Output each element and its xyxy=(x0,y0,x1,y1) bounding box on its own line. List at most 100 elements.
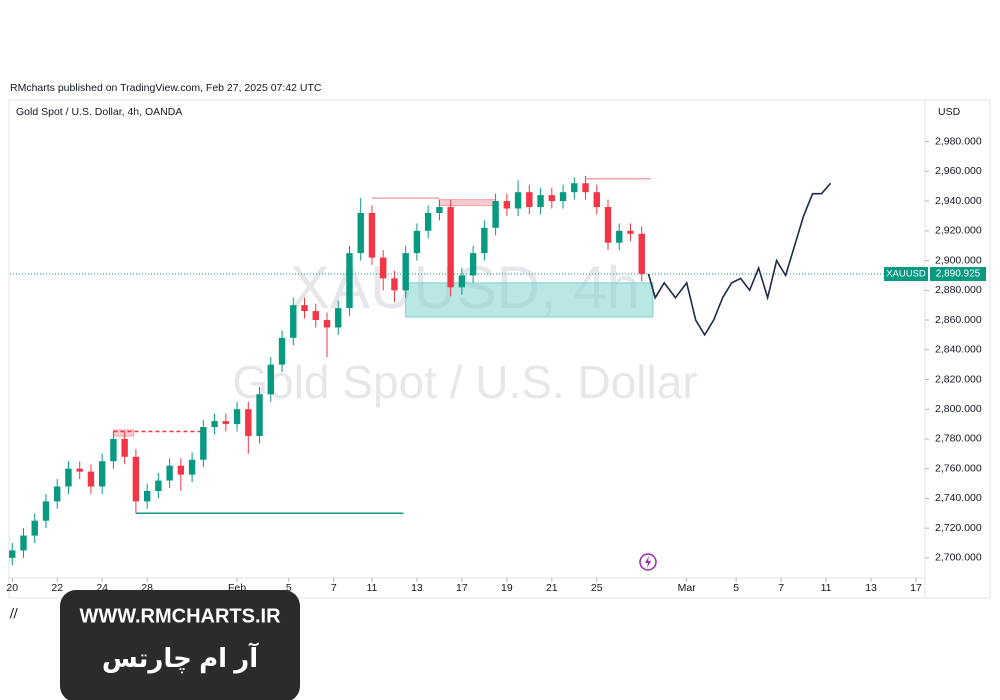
candle-body xyxy=(559,192,567,202)
x-tick-label: 7 xyxy=(331,582,337,594)
overlay-url: WWW.RMCHARTS.IR xyxy=(79,605,281,627)
candle-body xyxy=(98,461,106,487)
candle-body xyxy=(548,195,556,202)
frame xyxy=(8,99,991,599)
price-tag xyxy=(930,267,986,282)
candle-body xyxy=(616,230,623,243)
candle-body xyxy=(492,201,499,228)
candle-body xyxy=(267,364,274,395)
x-tick-label: Feb xyxy=(228,582,246,594)
candle-body xyxy=(9,550,16,558)
candle-body xyxy=(132,456,140,502)
y-tick-label: 2,700.000 xyxy=(935,552,982,564)
candle-body xyxy=(357,212,364,254)
candle-body xyxy=(121,438,128,457)
candle-body xyxy=(143,490,151,502)
candle-body xyxy=(627,230,634,234)
chart-title: Gold Spot / U.S. Dollar, 4h, OANDA xyxy=(16,106,182,118)
candle-body xyxy=(233,409,241,425)
watermark-subtitle: Gold Spot / U.S. Dollar xyxy=(232,356,697,408)
y-tick-label: 2,980.000 xyxy=(935,135,982,147)
candle-body xyxy=(87,471,95,487)
zone xyxy=(405,282,654,318)
candle-body xyxy=(458,275,466,288)
x-tick-label: 24 xyxy=(96,582,108,594)
zone xyxy=(438,199,497,207)
plot xyxy=(9,175,925,566)
y-tick-label: 2,720.000 xyxy=(935,522,982,534)
candle-body xyxy=(571,183,578,193)
event-icon[interactable] xyxy=(639,553,657,571)
y-tick-label: 2,800.000 xyxy=(935,403,982,415)
candle-body xyxy=(110,438,117,462)
publisher: RMcharts published on TradingView.com, F… xyxy=(10,82,322,94)
candle-body xyxy=(200,427,207,460)
symbol-label: XAUUSD xyxy=(886,269,926,280)
candle-body xyxy=(379,257,387,279)
x-tick-label: Mar xyxy=(678,582,697,594)
x-tick-label: 5 xyxy=(733,582,739,594)
y-tick-label: 2,900.000 xyxy=(935,254,982,266)
candle-body xyxy=(436,207,443,213)
y-tick-label: 2,840.000 xyxy=(935,344,982,356)
event-icon-bolt xyxy=(645,556,651,568)
candle-body xyxy=(368,212,376,258)
x-tick-label: 5 xyxy=(286,582,292,594)
candle-body xyxy=(20,535,27,551)
candle-body xyxy=(301,305,308,312)
candle-body xyxy=(65,468,72,487)
x-tick-label: 7 xyxy=(778,582,784,594)
x-tick-label: 11 xyxy=(821,582,832,594)
y-tick-label: 2,760.000 xyxy=(935,462,982,474)
candle-body xyxy=(582,183,589,193)
candle-body xyxy=(188,459,196,475)
y-tick-label: 2,860.000 xyxy=(935,314,982,326)
candle-body xyxy=(514,192,522,209)
x-tick-label: 13 xyxy=(411,582,423,594)
symbol-tag xyxy=(884,267,928,282)
candle-body xyxy=(323,320,331,328)
x-tick-label: 11 xyxy=(367,582,378,594)
x-tick-label: 17 xyxy=(910,582,922,594)
candle-body xyxy=(346,253,353,309)
candle-body xyxy=(166,465,173,481)
candle-body xyxy=(256,394,263,436)
candle-body xyxy=(638,233,645,274)
candle-body xyxy=(537,195,544,208)
projection-line xyxy=(647,182,832,337)
candle-body xyxy=(245,409,252,436)
y-tick-label: 2,920.000 xyxy=(935,225,982,237)
currency: USD xyxy=(938,106,961,118)
candle-body xyxy=(391,278,398,291)
candle-body xyxy=(413,230,421,254)
y-tick-label: 2,880.000 xyxy=(935,284,982,296)
y-tick-label: 2,820.000 xyxy=(935,373,982,385)
y-tick-label: 2,740.000 xyxy=(935,492,982,504)
y-tick-label: 2,940.000 xyxy=(935,195,982,207)
x-tick-label: 25 xyxy=(591,582,603,594)
tv-logo: ⧸⧸ xyxy=(9,607,19,620)
candle-body xyxy=(503,201,511,209)
price-label: 2,890.925 xyxy=(936,269,981,280)
y-tick-label: 2,960.000 xyxy=(935,165,982,177)
candle-body xyxy=(481,227,488,254)
x-tick-label: 13 xyxy=(865,582,877,594)
candle-body xyxy=(447,207,454,288)
candle-body xyxy=(312,311,319,321)
candle-body xyxy=(211,421,218,428)
candle-body xyxy=(54,486,61,502)
candle-body xyxy=(593,192,600,208)
overlay-name: آر ام چارتس xyxy=(102,642,259,674)
x-tick-label: 19 xyxy=(501,582,513,594)
x-tick-label: 22 xyxy=(51,582,63,594)
x-tick-label: 17 xyxy=(456,582,468,594)
candle-body xyxy=(177,465,185,475)
candle-body xyxy=(278,337,286,365)
x-tick-label: 28 xyxy=(141,582,153,594)
candle-body xyxy=(469,253,477,276)
candle-body xyxy=(76,468,83,472)
candle-body xyxy=(290,305,297,338)
candle-body xyxy=(222,421,230,425)
